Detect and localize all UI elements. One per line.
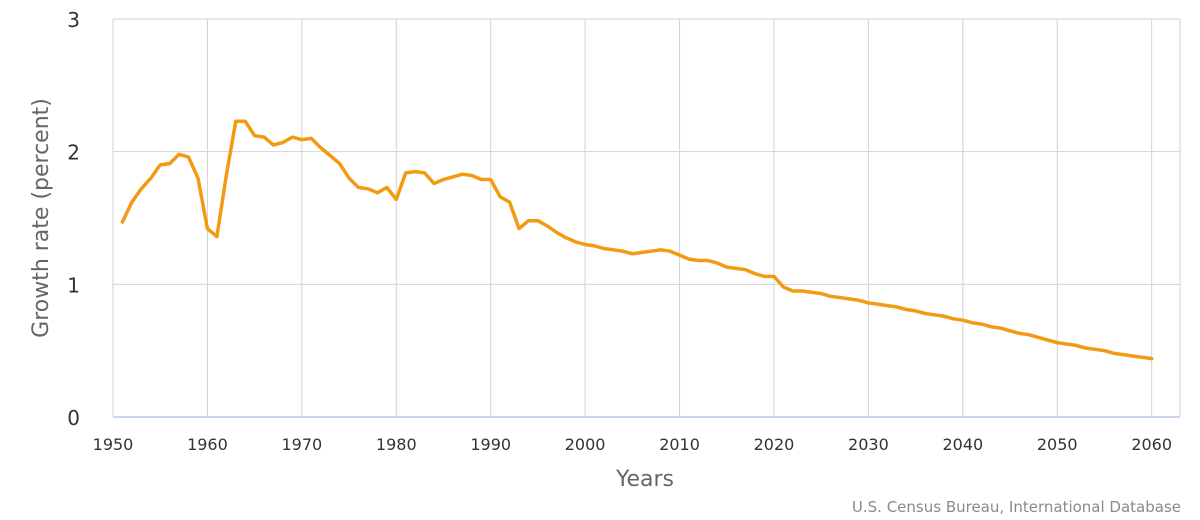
y-tick-label-1: 1 [67, 273, 80, 297]
x-axis-tick-labels: 1950 1960 1970 1980 1990 2000 2010 2020 2030 2040… [93, 435, 1172, 454]
x-tick-label-2010: 2010 [659, 435, 700, 454]
x-tick-label-2000: 2000 [565, 435, 606, 454]
y-axis-tick-labels: 0 1 2 3 [67, 8, 80, 430]
x-tick-label-2050: 2050 [1037, 435, 1078, 454]
series-line-0 [120, 119, 1154, 361]
x-tick-label-1990: 1990 [470, 435, 511, 454]
x-tick-label-2040: 2040 [942, 435, 983, 454]
x-tick-label-2030: 2030 [848, 435, 889, 454]
grid-lines [112, 18, 1181, 418]
x-tick-label-2020: 2020 [754, 435, 795, 454]
x-tick-label-1950: 1950 [93, 435, 134, 454]
y-tick-label-0: 0 [67, 406, 80, 430]
x-tick-label-1970: 1970 [281, 435, 322, 454]
y-tick-label-2: 2 [67, 141, 80, 165]
y-axis-title: Growth rate (percent) [29, 98, 54, 338]
y-tick-label-3: 3 [67, 8, 80, 32]
x-tick-label-1980: 1980 [376, 435, 417, 454]
x-tick-label-2060: 2060 [1131, 435, 1172, 454]
series-group [120, 119, 1154, 361]
source-credit: U.S. Census Bureau, International Databa… [852, 498, 1181, 516]
x-tick-label-1960: 1960 [187, 435, 228, 454]
x-axis-title: Years [615, 467, 674, 492]
